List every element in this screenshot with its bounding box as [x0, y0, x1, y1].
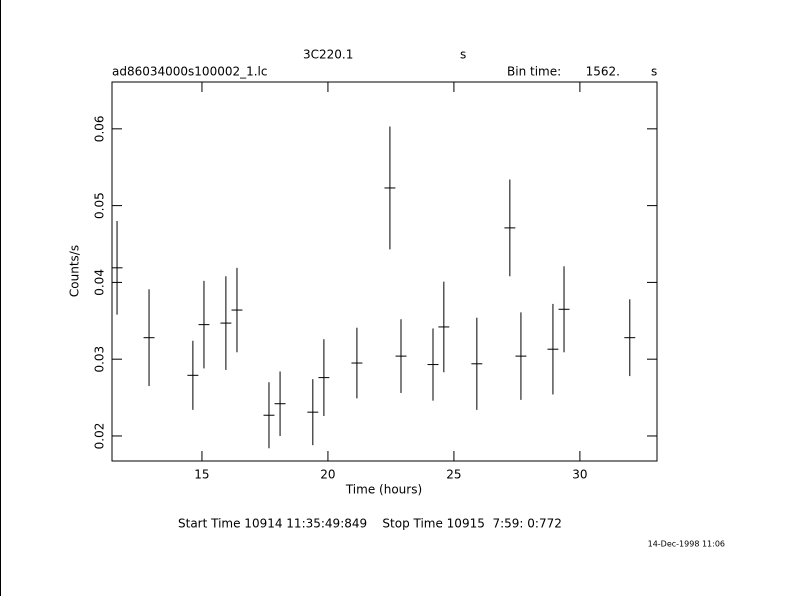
bin-time-unit: s: [651, 65, 657, 79]
time-range: Start Time 10914 11:35:49:849 Stop Time …: [178, 517, 562, 531]
chart-title: 3C220.1: [303, 48, 353, 62]
bin-time: 1562.: [586, 65, 620, 79]
x-tick-label: 15: [194, 468, 209, 482]
x-tick-label: 20: [320, 468, 335, 482]
filename: ad86034000s100002_1.lc: [112, 65, 268, 79]
y-tick-label: 0.03: [93, 346, 107, 373]
y-axis-label: Counts/s: [68, 245, 82, 297]
timestamp: 14-Dec-1998 11:06: [648, 540, 725, 549]
y-tick-label: 0.02: [93, 423, 107, 450]
y-tick-label: 0.06: [93, 115, 107, 142]
y-tick-label: 0.05: [93, 192, 107, 219]
x-axis-label: Time (hours): [345, 483, 422, 497]
bin-time-label: Bin time:: [507, 65, 561, 79]
title-unit: s: [460, 48, 466, 62]
plot-frame: [111, 81, 658, 462]
y-tick-label: 0.04: [93, 269, 107, 296]
x-tick-label: 25: [446, 468, 461, 482]
x-tick-label: 30: [572, 468, 587, 482]
